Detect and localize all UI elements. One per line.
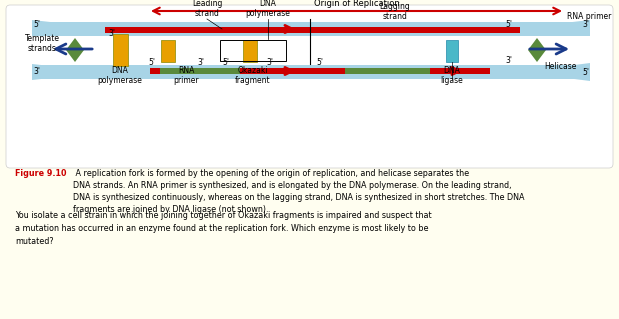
Text: DNA
polymerase: DNA polymerase <box>246 0 290 18</box>
Text: 5': 5' <box>222 58 229 67</box>
Text: 3': 3' <box>197 58 204 67</box>
Bar <box>32 65 310 79</box>
Text: Helicase: Helicase <box>544 62 576 71</box>
Text: Figure 9.10: Figure 9.10 <box>15 169 66 178</box>
Text: Origin of Replication: Origin of Replication <box>314 0 400 8</box>
Polygon shape <box>520 63 590 81</box>
Text: 3': 3' <box>33 67 40 76</box>
Bar <box>113 34 128 66</box>
Text: A replication fork is formed by the opening of the origin of replication, and he: A replication fork is formed by the open… <box>73 169 524 214</box>
Text: 3': 3' <box>505 56 512 65</box>
Polygon shape <box>520 20 590 36</box>
Bar <box>220 40 286 61</box>
Bar <box>161 40 175 62</box>
Bar <box>243 40 257 62</box>
Text: RNA primer: RNA primer <box>567 12 612 21</box>
Bar <box>105 27 310 33</box>
Text: Okazaki
fragment: Okazaki fragment <box>235 66 271 85</box>
Polygon shape <box>32 20 105 36</box>
Bar <box>160 68 240 74</box>
FancyBboxPatch shape <box>6 5 613 168</box>
Text: Leading
strand: Leading strand <box>192 0 222 18</box>
Text: 5': 5' <box>582 68 589 77</box>
Text: 3': 3' <box>582 20 589 29</box>
Text: Template
strands: Template strands <box>25 33 59 53</box>
Bar <box>310 65 590 79</box>
Text: 5': 5' <box>33 20 40 29</box>
Text: 5': 5' <box>148 58 155 67</box>
Polygon shape <box>528 38 546 62</box>
Text: DNA
polymerase: DNA polymerase <box>98 66 142 85</box>
Text: 3': 3' <box>108 29 115 38</box>
Text: 5': 5' <box>316 58 323 67</box>
Text: DNA
ligase: DNA ligase <box>441 66 464 85</box>
Text: Lagging
strand: Lagging strand <box>379 2 410 21</box>
Polygon shape <box>66 38 84 62</box>
Bar <box>310 22 590 36</box>
Text: 5': 5' <box>505 20 512 29</box>
Text: RNA
primer: RNA primer <box>173 66 199 85</box>
Bar <box>310 27 520 33</box>
Bar <box>345 68 430 74</box>
Bar <box>310 68 490 74</box>
Bar <box>32 22 310 36</box>
Text: 3': 3' <box>266 58 273 67</box>
Polygon shape <box>32 64 105 80</box>
Text: You isolate a cell strain in which the joining together of Okazaki fragments is : You isolate a cell strain in which the j… <box>15 211 431 246</box>
Bar <box>150 68 310 74</box>
Bar <box>446 40 458 62</box>
